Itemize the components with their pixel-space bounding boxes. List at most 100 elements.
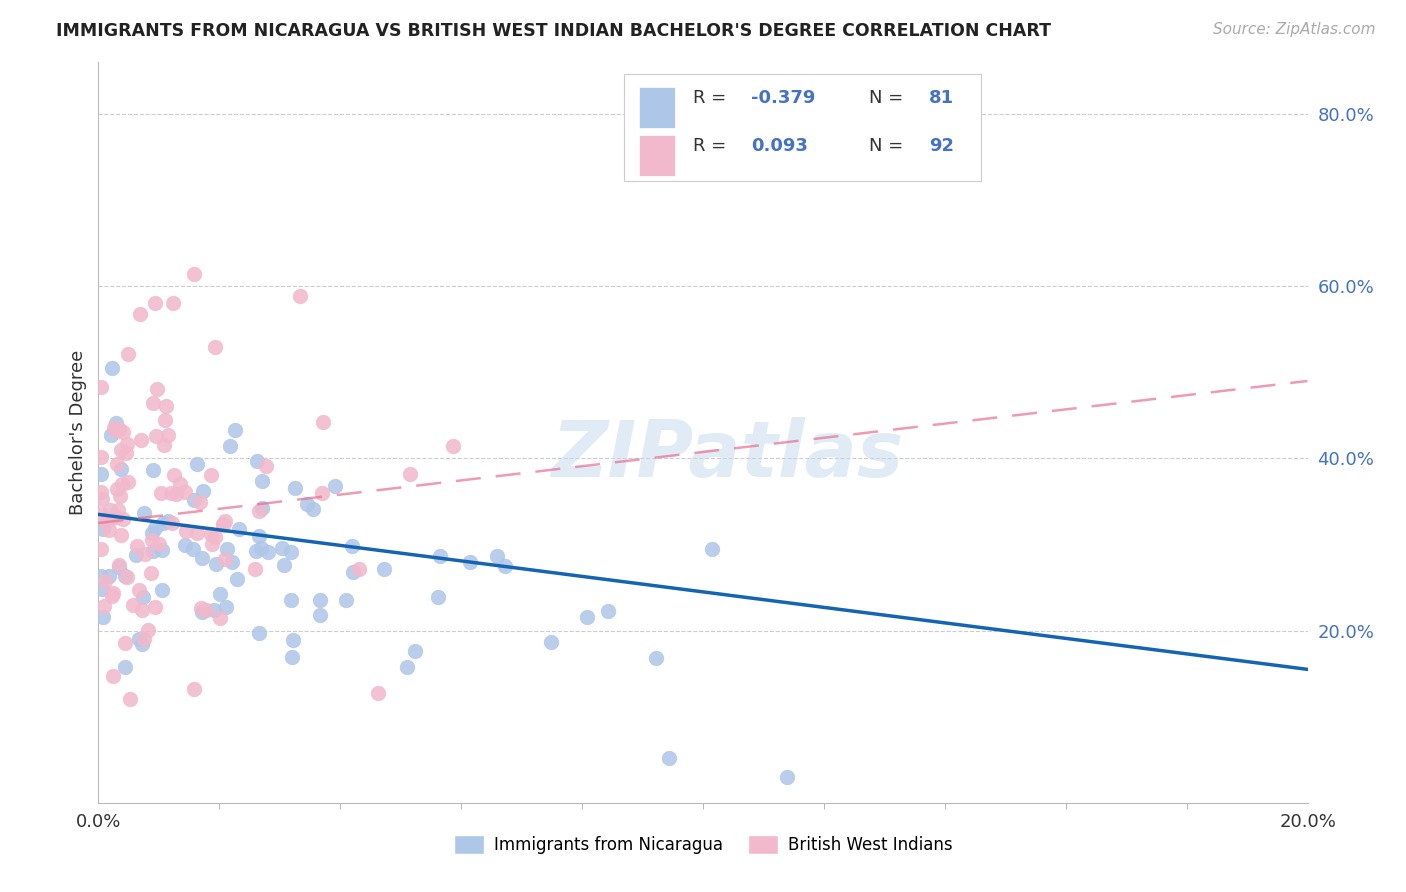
Text: N =: N = — [869, 89, 908, 107]
Point — [247, 504, 270, 518]
Point — [183, 492, 205, 507]
Point — [485, 549, 508, 563]
Point — [190, 601, 212, 615]
Point — [111, 477, 134, 491]
Point — [342, 565, 364, 579]
Text: R =: R = — [693, 137, 733, 155]
Point — [429, 549, 451, 563]
Point — [90, 450, 112, 464]
Point — [114, 659, 136, 673]
Point — [215, 599, 238, 614]
Point — [367, 686, 389, 700]
Point — [311, 486, 333, 500]
Point — [645, 651, 668, 665]
Point — [91, 610, 114, 624]
Point — [118, 691, 141, 706]
Point — [398, 467, 420, 482]
Point — [186, 526, 208, 541]
Point — [128, 307, 150, 321]
Point — [136, 623, 159, 637]
Point — [323, 479, 346, 493]
FancyBboxPatch shape — [624, 73, 981, 181]
Point — [90, 467, 112, 482]
Point — [249, 541, 271, 555]
Point — [200, 526, 222, 541]
Point — [117, 436, 139, 450]
Point — [183, 681, 205, 696]
Point — [132, 590, 155, 604]
Point — [91, 582, 114, 596]
Point — [163, 467, 186, 482]
Point — [201, 537, 224, 551]
Point — [165, 487, 187, 501]
Text: Source: ZipAtlas.com: Source: ZipAtlas.com — [1212, 22, 1375, 37]
Point — [141, 533, 163, 548]
Point — [129, 433, 152, 447]
Point — [117, 475, 139, 489]
Point — [347, 562, 370, 576]
Point — [188, 494, 211, 508]
Point — [114, 569, 136, 583]
Point — [295, 497, 318, 511]
Point — [114, 636, 136, 650]
Point — [117, 347, 139, 361]
Point — [105, 423, 128, 437]
Point — [311, 416, 333, 430]
Point — [155, 399, 177, 413]
Point — [205, 558, 228, 572]
Point — [107, 558, 129, 573]
Text: IMMIGRANTS FROM NICARAGUA VS BRITISH WEST INDIAN BACHELOR'S DEGREE CORRELATION C: IMMIGRANTS FROM NICARAGUA VS BRITISH WES… — [56, 22, 1052, 40]
Point — [228, 522, 250, 536]
Point — [115, 445, 138, 459]
Point — [208, 611, 231, 625]
Point — [309, 593, 332, 607]
Point — [101, 586, 124, 600]
Point — [221, 556, 243, 570]
Point — [271, 541, 294, 556]
Point — [91, 522, 114, 536]
Point — [405, 644, 427, 658]
Point — [200, 467, 222, 482]
Point — [309, 607, 332, 622]
Point — [211, 518, 233, 533]
Point — [122, 598, 145, 612]
Point — [340, 539, 363, 553]
Point — [101, 669, 124, 683]
Point — [247, 626, 270, 640]
Point — [131, 603, 153, 617]
Point — [284, 481, 307, 495]
Point — [173, 538, 195, 552]
Text: -0.379: -0.379 — [751, 89, 815, 107]
Point — [90, 507, 112, 521]
Point — [110, 528, 132, 542]
Point — [427, 591, 450, 605]
Point — [111, 512, 134, 526]
Point — [90, 484, 112, 499]
Point — [194, 603, 217, 617]
Point — [373, 561, 395, 575]
Point — [191, 484, 214, 499]
Point — [280, 544, 302, 558]
Text: N =: N = — [869, 137, 908, 155]
Point — [108, 490, 131, 504]
Point — [142, 543, 165, 558]
Point — [246, 454, 269, 468]
Point — [219, 439, 242, 453]
Point — [202, 603, 225, 617]
Point — [112, 425, 135, 440]
Point — [145, 429, 167, 443]
Point — [105, 458, 128, 472]
Point — [90, 541, 112, 556]
Point — [131, 637, 153, 651]
Point — [132, 506, 155, 520]
Point — [157, 515, 180, 529]
Point — [169, 477, 191, 491]
Point — [257, 545, 280, 559]
Point — [301, 501, 323, 516]
Point — [97, 523, 120, 537]
Point — [658, 751, 681, 765]
Point — [143, 296, 166, 310]
Point — [153, 413, 176, 427]
Point — [162, 516, 184, 531]
Point — [288, 289, 311, 303]
